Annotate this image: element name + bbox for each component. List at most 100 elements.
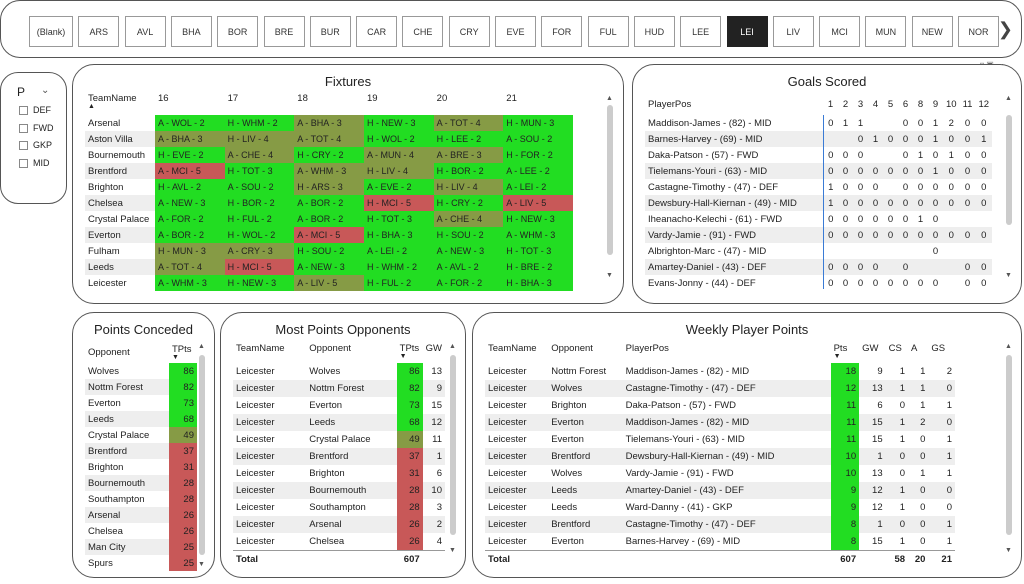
col-header-gw[interactable]: GW	[423, 341, 445, 363]
checkbox-icon[interactable]	[19, 123, 28, 133]
team-button-car[interactable]: CAR	[356, 16, 398, 47]
col-header-gw[interactable]: 6	[902, 98, 909, 110]
scrollbar[interactable]	[199, 355, 205, 555]
col-header-gw[interactable]: 16	[157, 93, 169, 104]
fixtures-panel: Fixtures TeamName ▲ 16 17 18 19 20 21 Arsenal A -…	[72, 64, 624, 304]
team-button-bha[interactable]: BHA	[170, 16, 212, 47]
col-header-gw[interactable]: 9	[932, 98, 939, 110]
col-header-gw[interactable]: 1	[827, 98, 834, 110]
col-header-opponent[interactable]: Opponent	[306, 341, 396, 363]
col-header-cs[interactable]: CS	[886, 341, 908, 363]
tpts-value: 31	[169, 459, 197, 475]
goal-cell: 0	[887, 277, 894, 289]
scroll-up-icon[interactable]: ▲	[1005, 95, 1012, 102]
scroll-down-icon[interactable]: ▼	[1005, 547, 1012, 554]
scrollbar[interactable]	[1006, 115, 1012, 225]
scroll-up-icon[interactable]: ▲	[449, 343, 456, 350]
team-button-bor[interactable]: BOR	[217, 16, 259, 47]
col-header-gw[interactable]: 10	[946, 98, 957, 110]
col-header-gw[interactable]: GW	[859, 341, 886, 363]
col-header-teamname[interactable]: TeamName ▲	[85, 93, 155, 115]
scroll-up-icon[interactable]: ▲	[198, 343, 205, 350]
table-row: Leicester Brighton Daka-Patson - (57) - FW…	[485, 397, 955, 414]
position-option-gkp[interactable]: GKP	[19, 140, 54, 158]
player-pos: Barnes-Harvey - (69) - MID	[645, 131, 824, 147]
col-header-opponent[interactable]: Opponent	[548, 341, 622, 363]
chevron-down-icon[interactable]: ⌄	[41, 85, 50, 96]
col-header-gw[interactable]: 3	[857, 98, 864, 110]
scrollbar[interactable]	[607, 105, 613, 255]
team-button-mci[interactable]: MCI	[819, 16, 861, 47]
col-header-a[interactable]: A	[908, 341, 928, 363]
opponent: Wolves	[309, 366, 341, 377]
tpts-value: 26	[169, 523, 197, 539]
goal-cell: 0	[902, 277, 909, 289]
scroll-down-icon[interactable]: ▼	[1005, 272, 1012, 279]
checkbox-icon[interactable]	[19, 141, 28, 151]
goal-cell: 0	[964, 229, 971, 241]
team-button-lei[interactable]: LEI	[726, 16, 768, 47]
team-button-bur[interactable]: BUR	[309, 16, 351, 47]
team-button-blank[interactable]: (Blank)	[29, 16, 73, 47]
team-button-che[interactable]: CHE	[402, 16, 444, 47]
fixture-cell: A - FOR - 2	[154, 211, 225, 227]
team-button-ful[interactable]: FUL	[587, 16, 629, 47]
team-button-mun[interactable]: MUN	[865, 16, 907, 47]
col-header-gw[interactable]: 11	[962, 98, 973, 110]
team-button-for[interactable]: FOR	[541, 16, 583, 47]
team-button-hud[interactable]: HUD	[633, 16, 675, 47]
col-header-gw[interactable]: 2	[842, 98, 849, 110]
chevron-right-icon[interactable]: ❯	[997, 19, 1013, 39]
col-header-playerpos[interactable]: PlayerPos	[648, 98, 692, 110]
col-header-gw[interactable]: 4	[872, 98, 879, 110]
table-row: Leicester Wolves 86 13	[233, 363, 445, 380]
col-header-gs[interactable]: GS	[928, 341, 955, 363]
opponent: Bournemouth	[309, 485, 367, 496]
position-option-mid[interactable]: MID	[19, 158, 54, 176]
position-option-fwd[interactable]: FWD	[19, 123, 54, 141]
scrollbar[interactable]	[1006, 355, 1012, 535]
team-button-new[interactable]: NEW	[911, 16, 953, 47]
col-header-gw[interactable]: 8	[917, 98, 924, 110]
goal-cell: 0	[828, 261, 834, 273]
fixture-cell: H - WOL - 2	[363, 131, 434, 147]
opponent: Arsenal	[309, 519, 342, 530]
header-label: TeamName	[236, 343, 285, 354]
scroll-down-icon[interactable]: ▼	[449, 547, 456, 554]
col-header-tpts[interactable]: TPts ▼	[397, 341, 423, 363]
col-header-gw[interactable]: 12	[978, 98, 990, 110]
team-button-cry[interactable]: CRY	[448, 16, 490, 47]
checkbox-icon[interactable]	[19, 106, 28, 116]
scroll-down-icon[interactable]: ▼	[606, 272, 613, 279]
team-button-eve[interactable]: EVE	[495, 16, 536, 47]
col-header-gw[interactable]: 5	[887, 98, 894, 110]
team-button-liv[interactable]: LIV	[772, 16, 814, 47]
scroll-up-icon[interactable]: ▲	[606, 95, 613, 102]
tpts-value: 37	[169, 443, 197, 459]
col-header-gw[interactable]: 20	[436, 93, 448, 104]
position-option-def[interactable]: DEF	[19, 105, 54, 123]
scroll-down-icon[interactable]: ▼	[198, 561, 205, 568]
col-header-teamname[interactable]: TeamName	[485, 341, 548, 363]
col-header-pts[interactable]: Pts ▼	[831, 341, 860, 363]
col-header-tpts[interactable]: TPts ▼	[169, 341, 197, 363]
fixture-cell: H - TOT - 3	[363, 211, 434, 227]
col-header-teamname[interactable]: TeamName	[233, 341, 306, 363]
col-header-gw[interactable]: 19	[366, 93, 378, 104]
scrollbar[interactable]	[450, 355, 456, 535]
col-header-playerpos[interactable]: PlayerPos	[623, 341, 831, 363]
team-button-ars[interactable]: ARS	[78, 16, 120, 47]
team-button-bre[interactable]: BRE	[263, 16, 305, 47]
player-pos: Castagne-Timothy - (47) - DEF	[625, 383, 756, 394]
team-button-lee[interactable]: LEE	[680, 16, 722, 47]
col-header-gw[interactable]: 21	[506, 93, 517, 104]
col-header-gw[interactable]: 17	[227, 93, 239, 104]
scroll-up-icon[interactable]: ▲	[1005, 343, 1012, 350]
col-header-opponent[interactable]: Opponent	[88, 346, 130, 358]
team-button-avl[interactable]: AVL	[124, 16, 166, 47]
col-header-gw[interactable]: 18	[297, 93, 308, 104]
pts-value: 18	[830, 363, 860, 380]
team-button-nor[interactable]: NOR	[958, 16, 999, 47]
table-row: Bournemouth 28	[85, 475, 197, 491]
checkbox-icon[interactable]	[19, 158, 28, 168]
